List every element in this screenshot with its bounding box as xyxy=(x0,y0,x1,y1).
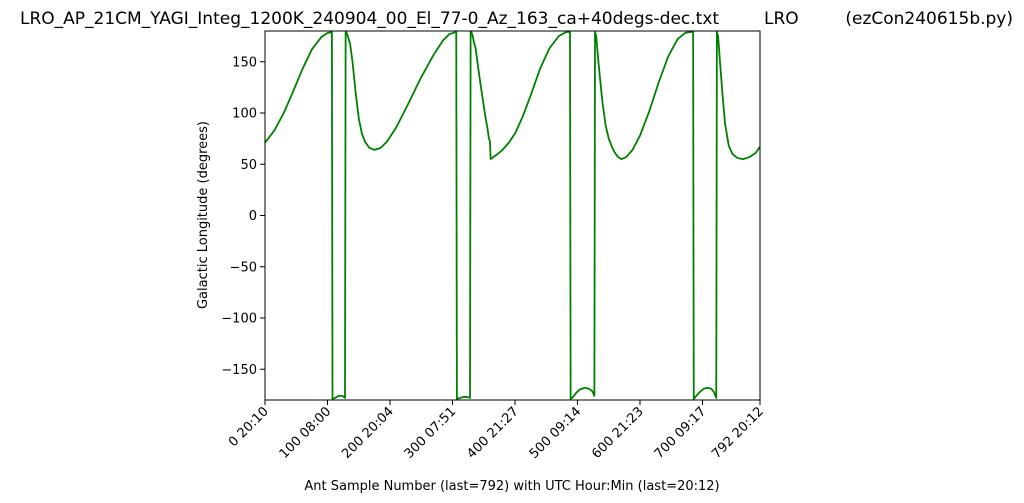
y-tick-label: 0 xyxy=(249,209,257,224)
x-tick-label: 400 21:27 xyxy=(464,404,522,462)
site-label: LRO xyxy=(764,9,799,29)
y-tick-label: −50 xyxy=(230,260,257,275)
x-tick-label: 792 20:12 xyxy=(709,404,767,462)
x-axis-label: Ant Sample Number (last=792) with UTC Ho… xyxy=(304,479,719,494)
x-tick-label: 500 09:14 xyxy=(527,404,585,462)
y-tick-label: −100 xyxy=(221,312,257,327)
x-tick-label: 0 20:10 xyxy=(226,404,272,450)
program-label: (ezCon240615b.py) xyxy=(845,9,1013,29)
x-tick-label: 200 20:04 xyxy=(339,404,397,462)
x-tick-label: 300 07:51 xyxy=(402,404,460,462)
y-tick-label: −150 xyxy=(221,363,257,378)
plot-frame xyxy=(264,30,761,401)
plot-area xyxy=(264,30,761,401)
y-tick-label: 50 xyxy=(240,158,257,173)
y-tick-label: 150 xyxy=(232,55,257,70)
x-tick-label: 700 09:17 xyxy=(652,404,710,462)
x-axis-ticks: 0 20:10 100 08:00 200 20:04 300 07:51 400 21… xyxy=(226,400,767,462)
y-axis-label: Galactic Longitude (degrees) xyxy=(196,121,211,309)
y-axis-ticks: 150 100 50 0 −50 −100 −150 xyxy=(221,55,265,378)
x-tick-label: 100 08:00 xyxy=(277,404,335,462)
y-tick-label: 100 xyxy=(232,107,257,122)
series-line-0 xyxy=(265,31,760,400)
file-name-title: LRO_AP_21CM_YAGI_Integ_1200K_240904_00_E… xyxy=(20,9,719,29)
x-tick-label: 600 21:23 xyxy=(589,404,647,462)
